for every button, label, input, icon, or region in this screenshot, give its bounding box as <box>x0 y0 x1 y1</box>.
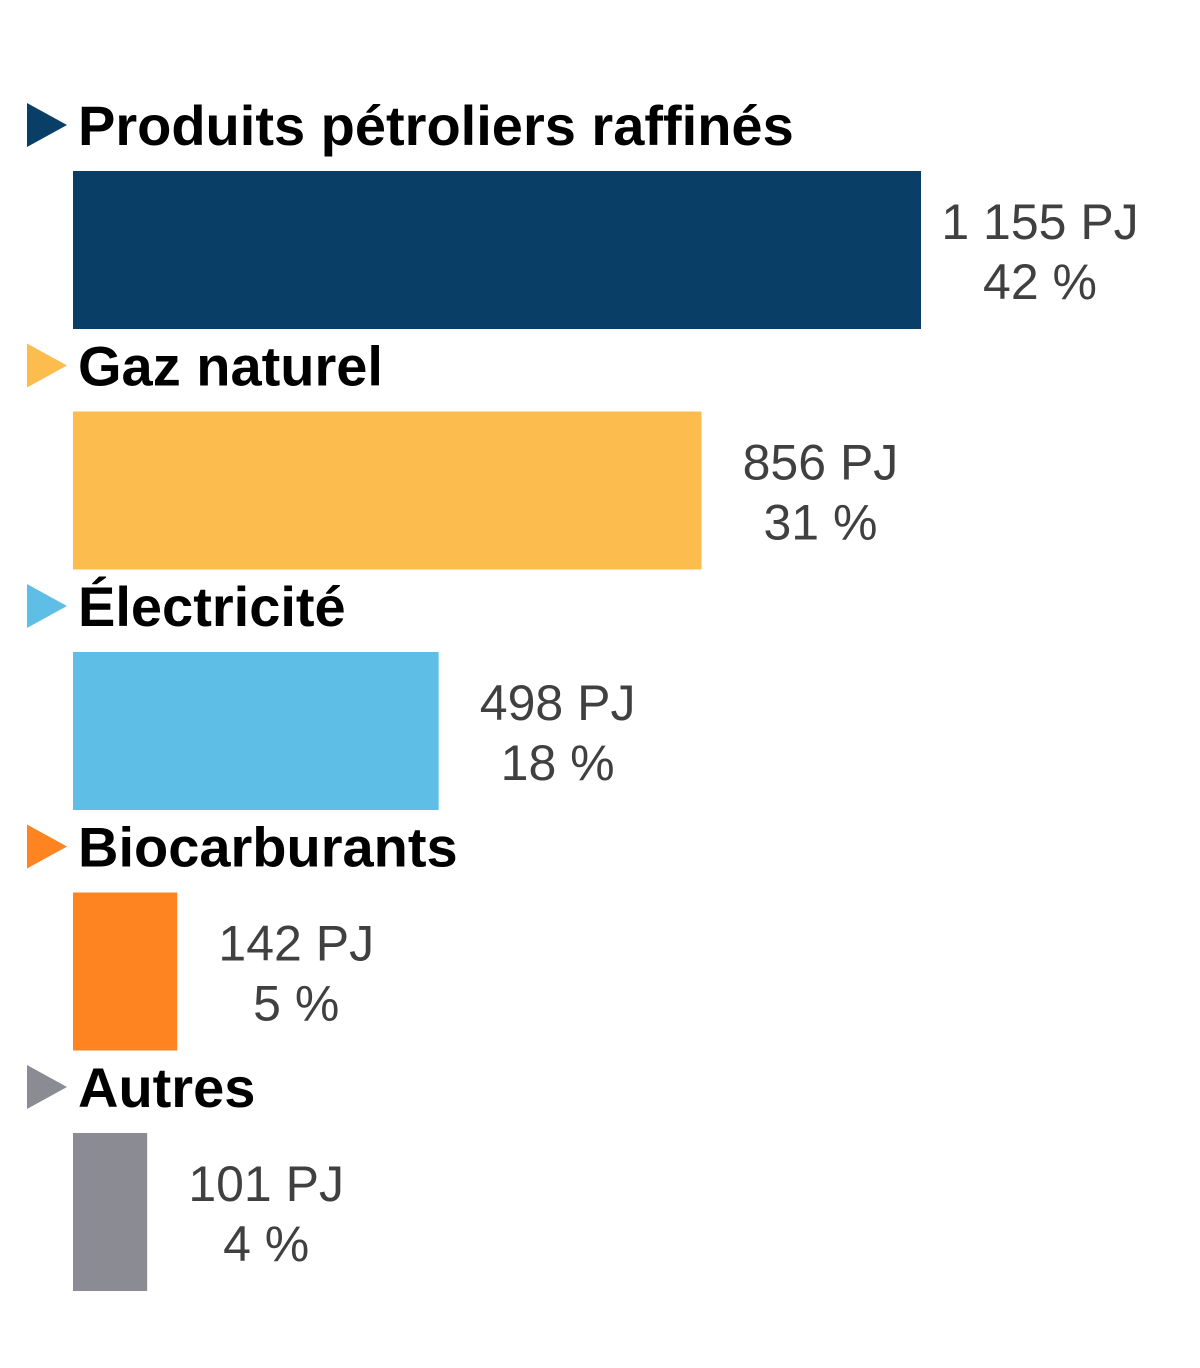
marker-gaz-naturel-icon <box>27 343 67 388</box>
bar-autres <box>73 1133 148 1291</box>
category-label-produits-petroliers-raffines: Produits pétroliers raffinés <box>78 94 794 157</box>
bar-biocarburants <box>73 892 178 1051</box>
percent-label-biocarburants: 5 % <box>253 976 339 1032</box>
value-label-gaz-naturel: 856 PJ <box>743 435 899 491</box>
bar-gaz-naturel <box>73 411 702 570</box>
value-label-produits-petroliers-raffines: 1 155 PJ <box>941 194 1138 250</box>
value-label-autres: 101 PJ <box>188 1156 344 1212</box>
marker-biocarburants-icon <box>27 824 67 869</box>
marker-produits-petroliers-raffines-icon <box>27 103 67 147</box>
value-label-electricite: 498 PJ <box>480 675 636 731</box>
marker-electricite-icon <box>27 584 67 628</box>
percent-label-produits-petroliers-raffines: 42 % <box>983 254 1097 310</box>
category-label-autres: Autres <box>78 1056 255 1119</box>
percent-label-gaz-naturel: 31 % <box>763 495 877 551</box>
percent-label-electricite: 18 % <box>501 735 615 791</box>
category-label-biocarburants: Biocarburants <box>78 816 458 879</box>
percent-label-autres: 4 % <box>223 1216 309 1272</box>
category-label-gaz-naturel: Gaz naturel <box>78 335 383 398</box>
marker-autres-icon <box>27 1065 67 1109</box>
bar-produits-petroliers-raffines <box>73 171 921 329</box>
value-label-biocarburants: 142 PJ <box>218 916 374 972</box>
category-label-electricite: Électricité <box>78 575 346 638</box>
bar-electricite <box>73 652 439 810</box>
